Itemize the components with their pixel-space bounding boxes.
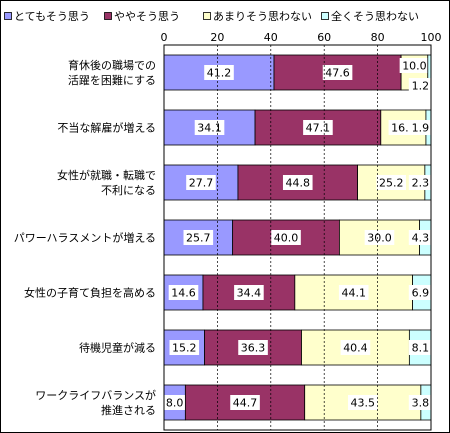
value-label-bg: [230, 395, 260, 410]
value-label-bg: [347, 395, 378, 410]
legend-swatch: [203, 12, 211, 20]
value-label-bg: [271, 230, 301, 245]
value-label-bg: [234, 285, 264, 300]
category-label: ワークライフバランスが: [35, 388, 156, 402]
plot-border: [163, 44, 432, 431]
value-label: 15.2: [172, 342, 197, 355]
x-tick-label: 100: [421, 31, 442, 44]
category-label: 育休後の職場での: [68, 58, 156, 72]
value-label: 40.0: [274, 232, 299, 245]
bar-segment: [202, 274, 296, 311]
value-label-bg: [194, 120, 225, 135]
value-label-bg: [168, 285, 199, 300]
value-label: 14.6: [171, 287, 196, 300]
value-label-bg: [303, 120, 333, 135]
x-tick-label: 20: [210, 31, 224, 44]
legend-swatch: [4, 12, 12, 20]
category-label: 女性の子育て負担を高める: [24, 286, 156, 300]
value-label-bg: [364, 230, 395, 245]
value-label: 41.2: [207, 67, 232, 80]
value-label-bg: [204, 65, 234, 80]
x-tick-label: 0: [161, 31, 168, 44]
value-label-bg: [322, 65, 353, 80]
value-label: 30.0: [367, 232, 392, 245]
bar-segment: [294, 274, 413, 311]
category-label: 活躍を困難にする: [68, 74, 156, 87]
legend-label: あまりそう思わない: [213, 10, 312, 23]
value-label-bg: [340, 340, 371, 355]
value-label-bg: [376, 175, 407, 190]
legend-label: とてもそう思う: [14, 10, 90, 23]
value-label-bg: [408, 230, 432, 245]
value-label-bg: [408, 120, 432, 135]
value-label-bg: [338, 285, 369, 300]
value-label: 1.9: [412, 122, 430, 135]
value-label-bg: [408, 175, 432, 190]
legend-swatch: [104, 12, 112, 20]
value-label: 25.7: [186, 232, 211, 245]
legend-label: 全くそう思わない: [331, 9, 419, 23]
value-label-bg: [408, 340, 432, 355]
value-label-bg: [282, 175, 313, 190]
value-label: 3.8: [412, 397, 430, 410]
value-label-bg: [408, 78, 432, 93]
value-label: 25.2: [379, 177, 404, 190]
value-label: 43.5: [351, 397, 376, 410]
value-label: 6.9: [412, 287, 430, 300]
x-tick-label: 40: [264, 31, 278, 44]
category-label: 推進される: [101, 403, 156, 417]
value-label-bg: [163, 395, 187, 410]
value-label: 47.6: [325, 67, 350, 80]
value-label: 2.3: [412, 177, 430, 190]
value-label-bg: [169, 340, 200, 355]
category-label: 待機児童が減る: [79, 341, 156, 355]
value-label: 36.3: [241, 342, 266, 355]
category-label: 女性が就職・転職で: [57, 168, 156, 182]
value-label-bg: [408, 285, 432, 300]
value-label: 10.0: [402, 60, 427, 73]
value-label-bg: [186, 175, 216, 190]
x-tick-label: 80: [371, 31, 385, 44]
value-label: 8.1: [412, 342, 430, 355]
value-label: 44.8: [286, 177, 311, 190]
value-label: 44.7: [233, 397, 258, 410]
value-label-bg: [238, 340, 268, 355]
value-label: 1.2: [412, 80, 430, 93]
value-label-bg: [183, 230, 214, 245]
category-label: 不当な解雇が増える: [57, 121, 156, 135]
category-label: パワーハラスメントが増える: [14, 231, 156, 245]
x-tick-label: 60: [317, 31, 331, 44]
value-label-bg: [408, 395, 432, 410]
value-label: 8.0: [166, 397, 184, 410]
value-label: 34.1: [197, 122, 222, 135]
value-label: 47.1: [306, 122, 331, 135]
category-label: 不利になる: [101, 184, 156, 197]
legend-swatch: [321, 12, 329, 20]
value-label: 34.4: [237, 287, 262, 300]
value-label: 44.1: [341, 287, 366, 300]
value-label: 27.7: [189, 177, 214, 190]
value-label: 4.3: [412, 232, 430, 245]
legend-label: ややそう思う: [114, 10, 180, 23]
value-label: 40.4: [343, 342, 368, 355]
value-label-bg: [399, 58, 430, 73]
